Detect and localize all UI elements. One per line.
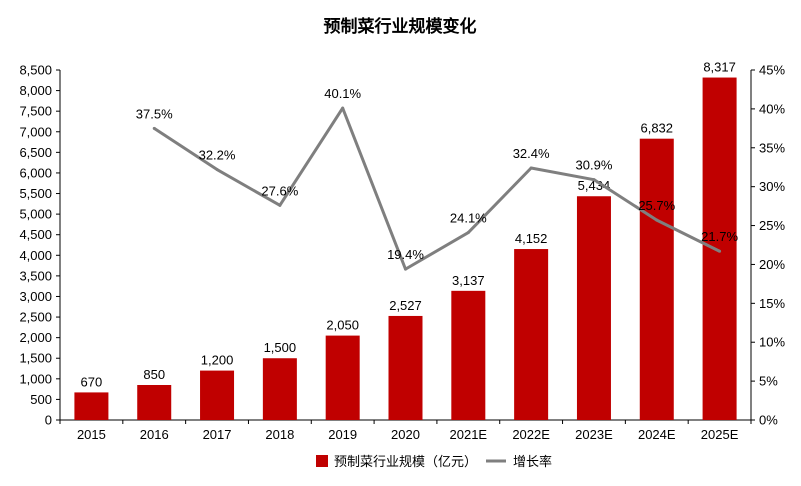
bar-value-label: 5,434 — [578, 178, 611, 193]
y-right-tick-label: 45% — [759, 63, 785, 78]
growth-value-label: 21.7% — [701, 229, 738, 244]
bar — [388, 315, 423, 420]
y-right-tick-label: 40% — [759, 101, 785, 116]
bar — [702, 77, 737, 421]
bar-value-label: 8,317 — [703, 60, 736, 75]
line-series — [152, 106, 722, 271]
y-left-tick-label: 8,500 — [19, 63, 52, 78]
y-right-tick-label: 20% — [759, 257, 785, 272]
growth-value-label: 40.1% — [324, 86, 361, 101]
growth-point — [278, 203, 282, 207]
growth-point — [718, 249, 722, 253]
y-left-tick-label: 6,000 — [19, 165, 52, 180]
x-tick-label: 2024E — [638, 427, 676, 442]
growth-point — [152, 126, 156, 130]
x-tick-label: 2022E — [512, 427, 550, 442]
bar-value-label: 2,050 — [326, 318, 359, 333]
growth-point — [215, 168, 219, 172]
bar — [200, 370, 235, 420]
x-tick-label: 2016 — [140, 427, 169, 442]
growth-value-label: 24.1% — [450, 211, 487, 226]
y-right-tick-label: 0% — [759, 413, 778, 428]
y-left-tick-label: 500 — [30, 392, 52, 407]
growth-point — [592, 178, 596, 182]
bar-value-label: 6,832 — [640, 121, 673, 136]
y-left-tick-label: 2,500 — [19, 310, 52, 325]
legend-bar-label: 预制菜行业规模（亿元） — [334, 455, 477, 470]
bar — [325, 335, 360, 420]
bar-value-label: 1,200 — [201, 353, 234, 368]
bar-value-label: 4,152 — [515, 231, 548, 246]
x-tick-label: 2018 — [265, 427, 294, 442]
growth-point — [341, 106, 345, 110]
y-left-tick-label: 3,000 — [19, 289, 52, 304]
growth-value-label: 37.5% — [136, 106, 173, 121]
growth-value-label: 19.4% — [387, 247, 424, 262]
y-right-tick-label: 10% — [759, 335, 785, 350]
y-right-tick-label: 15% — [759, 296, 785, 311]
legend-line-label: 增长率 — [513, 454, 552, 470]
growth-point — [655, 218, 659, 222]
y-left-tick-label: 8,000 — [19, 83, 52, 98]
y-left-tick-label: 7,000 — [19, 124, 52, 139]
y-left-tick-label: 4,000 — [19, 248, 52, 263]
line-labels: 37.5% 32.2% 27.6% 40.1% 19.4% 24.1% 32.4% 30.9%… — [136, 86, 739, 262]
growth-point — [529, 166, 533, 170]
chart-title: 预制菜行业规模变化 — [324, 16, 477, 37]
bar — [514, 249, 549, 420]
bar — [137, 385, 172, 420]
y-left-tick-label: 1,000 — [19, 371, 52, 386]
bar — [639, 138, 674, 420]
bar — [451, 290, 486, 420]
y-right-tick-label: 5% — [759, 374, 778, 389]
y-right-tick-label: 30% — [759, 179, 785, 194]
x-tick-label: 2015 — [77, 427, 106, 442]
legend-bar-swatch — [316, 455, 328, 467]
bar-value-label: 670 — [81, 374, 103, 389]
y-left-tick-label: 2,000 — [19, 330, 52, 345]
y-left-tick-label: 5,500 — [19, 186, 52, 201]
bar-labels: 670 850 1,200 1,500 2,050 2,527 3,137 4,152 5,43… — [81, 60, 736, 390]
x-tick-label: 2017 — [203, 427, 232, 442]
y-right-tick-label: 35% — [759, 140, 785, 155]
growth-value-label: 30.9% — [576, 158, 613, 173]
bar — [74, 392, 109, 420]
growth-value-label: 32.4% — [513, 146, 550, 161]
y-left-tick-label: 4,500 — [19, 227, 52, 242]
x-tick-label: 2021E — [450, 427, 488, 442]
x-tick-label: 2023E — [575, 427, 613, 442]
y-left-tick-label: 1,500 — [19, 351, 52, 366]
y-left-tick-label: 0 — [45, 413, 52, 428]
y-left-tick-label: 5,000 — [19, 207, 52, 222]
axes: 0 500 1,000 1,500 2,000 2,500 3,000 3,500 4,000 4… — [19, 63, 785, 443]
bar-series — [74, 77, 737, 421]
growth-point — [404, 267, 407, 271]
legend: 预制菜行业规模（亿元） 增长率 — [316, 454, 552, 470]
x-tick-label: 2020 — [391, 427, 420, 442]
y-right-tick-label: 25% — [759, 218, 785, 233]
bar — [576, 196, 611, 420]
y-left-tick-label: 6,500 — [19, 145, 52, 160]
y-left-tick-label: 3,500 — [19, 268, 52, 283]
x-tick-label: 2025E — [701, 427, 739, 442]
bar — [262, 358, 297, 420]
bar-value-label: 3,137 — [452, 273, 485, 288]
growth-line — [153, 106, 721, 271]
y-left-tick-label: 7,500 — [19, 104, 52, 119]
growth-point — [466, 231, 470, 235]
bar-value-label: 2,527 — [389, 298, 422, 313]
growth-value-label: 27.6% — [261, 183, 298, 198]
x-tick-label: 2019 — [328, 427, 357, 442]
growth-value-label: 25.7% — [638, 198, 675, 213]
growth-value-label: 32.2% — [199, 148, 236, 163]
bar-value-label: 1,500 — [264, 340, 297, 355]
bar-value-label: 850 — [143, 367, 165, 382]
